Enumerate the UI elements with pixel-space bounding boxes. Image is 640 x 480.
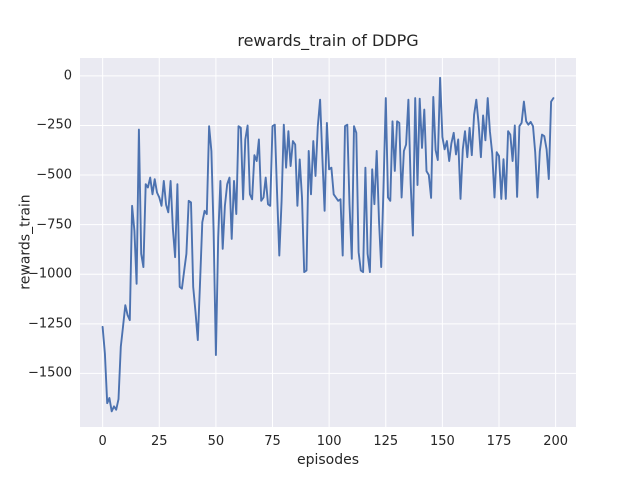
reward-line-series xyxy=(101,76,555,413)
y-tick-label: −1500 xyxy=(28,365,72,381)
x-tick-label: 50 xyxy=(207,434,225,449)
x-tick-label: 200 xyxy=(543,434,569,449)
x-tick-label: 100 xyxy=(316,434,342,449)
x-tick-label: 25 xyxy=(150,434,168,449)
x-axis-label: episodes xyxy=(296,452,360,468)
x-tick-label: 125 xyxy=(373,434,399,449)
y-tick-label: −750 xyxy=(36,217,72,233)
y-tick-label: −250 xyxy=(36,117,72,133)
y-tick-label: −500 xyxy=(36,167,72,183)
y-tick-label: −1250 xyxy=(28,316,72,332)
x-tick-label: 0 xyxy=(98,434,107,449)
y-tick-label: 0 xyxy=(63,68,72,84)
y-tick-label: −1000 xyxy=(28,266,72,282)
x-tick-label: 150 xyxy=(429,434,455,449)
plot-background xyxy=(80,58,576,427)
x-tick-label: 175 xyxy=(486,434,512,449)
chart-title: rewards_train of DDPG xyxy=(237,31,419,50)
x-tick-label: 75 xyxy=(264,434,281,449)
